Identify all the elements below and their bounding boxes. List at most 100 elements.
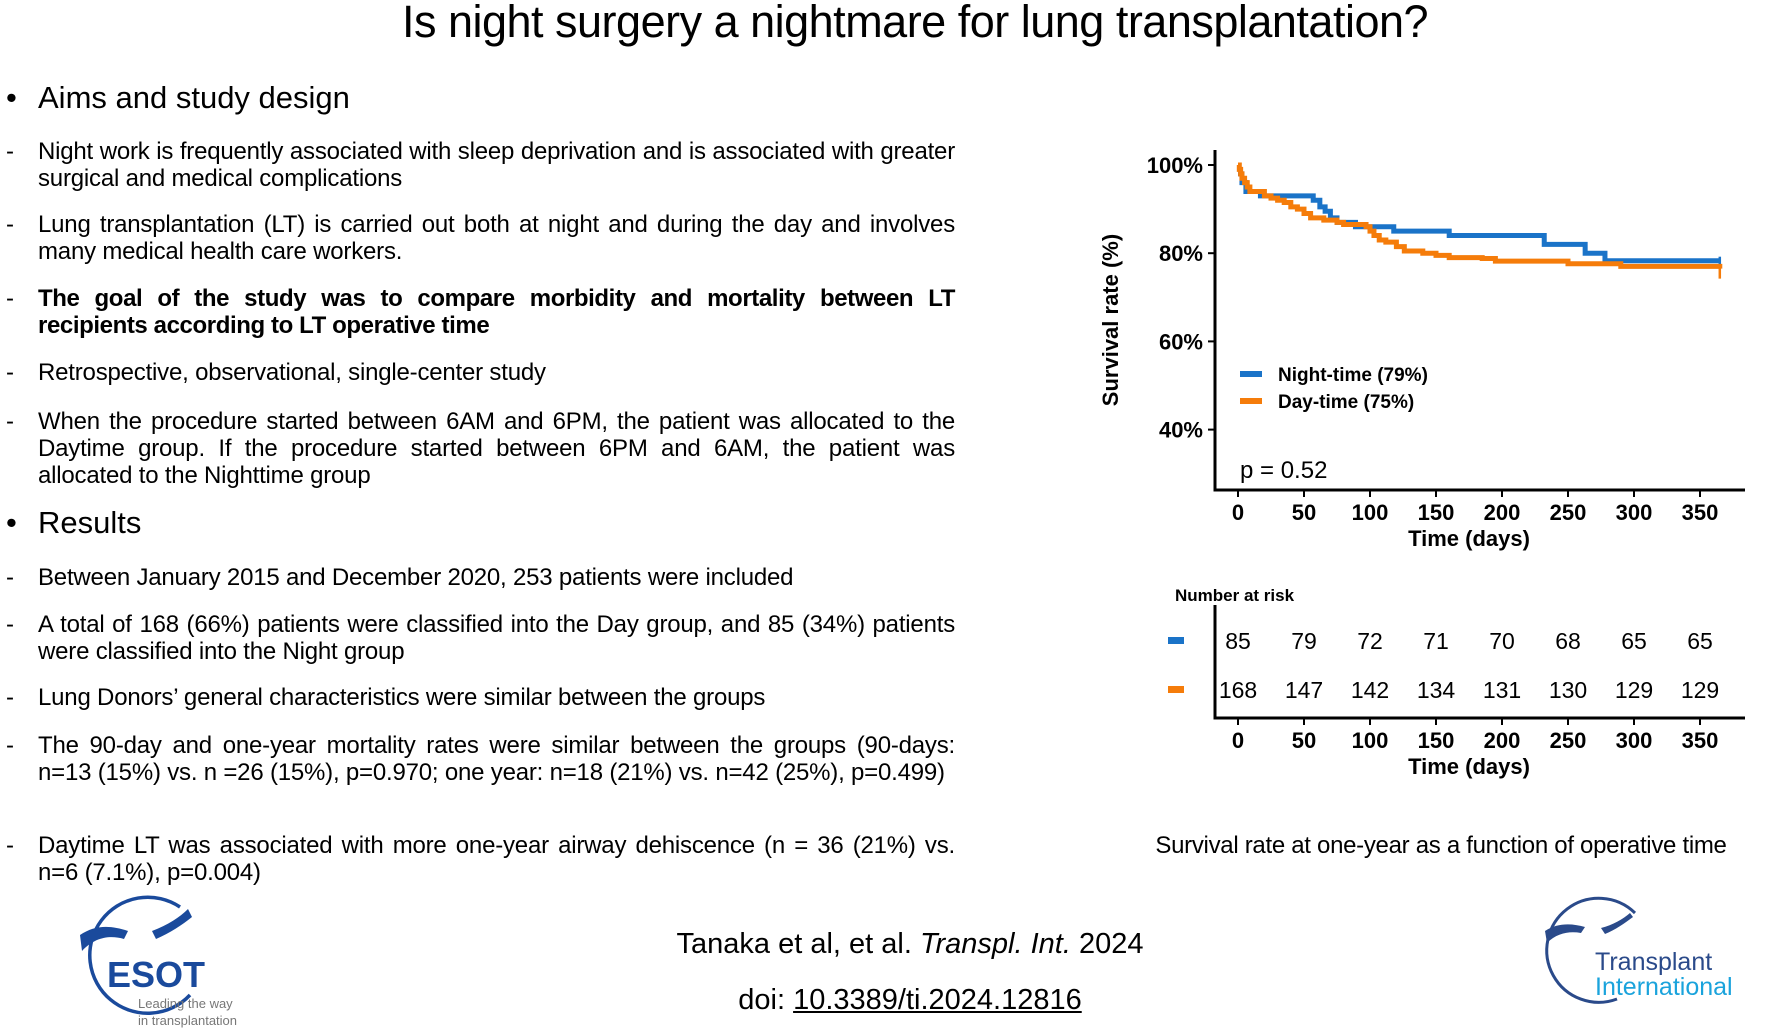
ti-logo-line2: International (1595, 973, 1733, 1001)
x-tick-label: 350 (1682, 500, 1719, 525)
citation-authors: Tanaka et al, et al. (676, 928, 912, 960)
risk-cell: 71 (1423, 628, 1449, 654)
citation: Tanaka et al, et al. Transpl. Int. 2024 (560, 928, 1260, 961)
risk-cell: 68 (1555, 628, 1581, 654)
risk-cell: 129 (1681, 677, 1719, 703)
risk-table: Number at risk 85 79 72 71 70 68 65 65 168 147 142 1… (1168, 586, 1745, 779)
list-item-text: Daytime LT was associated with more one-… (38, 832, 955, 886)
y-tick-label: 80% (1159, 241, 1203, 266)
list-item-text: Lung transplantation (LT) is carried out… (38, 211, 955, 265)
risk-row-swatch (1168, 637, 1184, 644)
list-item-goal: - The goal of the study was to compare m… (0, 285, 955, 339)
risk-cell: 79 (1291, 628, 1317, 654)
x-axis-label: Time (days) (1408, 526, 1530, 551)
bullet-icon: • (6, 505, 17, 540)
risk-cell: 70 (1489, 628, 1515, 654)
km-plot: 40% 60% 80% 100% 0 50 100 150 200 250 300 350 Time (… (1098, 150, 1745, 551)
esot-logo: ESOT Leading the way in transplantation (80, 895, 237, 1028)
esot-logo-tagline: in transplantation (138, 1013, 237, 1028)
risk-cell: 65 (1621, 628, 1647, 654)
list-item: - Lung transplantation (LT) is carried o… (0, 211, 955, 265)
hand-left-icon (1545, 924, 1585, 943)
dash-marker: - (6, 832, 14, 859)
y-axis-label: Survival rate (%) (1098, 234, 1123, 406)
section-heading-aims: • Aims and study design (6, 80, 350, 116)
chart-caption: Survival rate at one-year as a function … (1155, 832, 1727, 859)
x-tick-label: 0 (1232, 500, 1244, 525)
p-value-annotation: p = 0.52 (1240, 457, 1327, 484)
list-item: - Lung Donors’ general characteristics w… (0, 684, 955, 711)
citation-journal: Transpl. Int. (919, 928, 1071, 960)
risk-x-tick-label: 350 (1682, 728, 1719, 753)
risk-x-tick-label: 50 (1292, 728, 1316, 753)
list-item: - The 90-day and one-year mortality rate… (0, 732, 955, 786)
x-tick-label: 100 (1352, 500, 1389, 525)
risk-x-tick-label: 300 (1616, 728, 1653, 753)
list-item-text: The goal of the study was to compare mor… (38, 285, 955, 339)
risk-table-title: Number at risk (1175, 586, 1295, 605)
risk-cell: 168 (1219, 677, 1257, 703)
list-item-text: Between January 2015 and December 2020, … (38, 564, 794, 591)
hand-right-icon (1601, 913, 1633, 934)
risk-x-tick-label: 100 (1352, 728, 1389, 753)
risk-x-tick-label: 0 (1232, 728, 1244, 753)
x-tick-label: 250 (1550, 500, 1587, 525)
x-tick-label: 50 (1292, 500, 1316, 525)
risk-cell: 134 (1417, 677, 1456, 703)
citation-year: 2024 (1078, 928, 1144, 960)
y-tick-label: 40% (1159, 418, 1203, 443)
list-item: - When the procedure started between 6AM… (0, 408, 955, 489)
hand-right-icon (152, 909, 192, 939)
risk-cell: 65 (1687, 628, 1713, 654)
page-title: Is night surgery a nightmare for lung tr… (401, 0, 1429, 47)
list-item-text: The 90-day and one-year mortality rates … (38, 732, 955, 786)
section-heading-text: Aims and study design (38, 80, 350, 115)
dash-marker: - (6, 408, 14, 435)
section-heading-text: Results (38, 505, 142, 540)
risk-cell: 129 (1615, 677, 1653, 703)
risk-cell: 72 (1357, 628, 1383, 654)
series-line-night (1238, 171, 1720, 264)
dash-marker: - (6, 211, 14, 238)
doi-line: doi: 10.3389/ti.2024.12816 (560, 984, 1260, 1017)
risk-cell: 142 (1351, 677, 1389, 703)
x-tick-label: 200 (1484, 500, 1521, 525)
risk-cell: 147 (1285, 677, 1323, 703)
risk-x-axis-label: Time (days) (1408, 754, 1530, 779)
y-tick-label: 100% (1147, 153, 1203, 178)
doi-label: doi: (738, 984, 786, 1016)
list-item: - Daytime LT was associated with more on… (0, 832, 955, 886)
transplant-international-logo: Transplant International (1545, 896, 1733, 1004)
list-item-text: When the procedure started between 6AM a… (38, 408, 955, 489)
ti-logo-line1: Transplant (1595, 948, 1712, 976)
dash-marker: - (6, 684, 14, 711)
hand-left-icon (80, 926, 128, 951)
list-item: - Between January 2015 and December 2020… (0, 564, 955, 591)
section-heading-results: • Results (6, 505, 141, 541)
dash-marker: - (6, 285, 14, 312)
legend-label: Night-time (79%) (1278, 365, 1428, 386)
risk-cell: 85 (1225, 628, 1251, 654)
legend-swatch (1240, 371, 1262, 377)
esot-logo-name: ESOT (107, 954, 205, 995)
legend-swatch (1240, 398, 1262, 404)
list-item-text: Lung Donors’ general characteristics wer… (38, 684, 766, 711)
y-tick-label: 60% (1159, 329, 1203, 354)
list-item: - A total of 168 (66%) patients were cla… (0, 611, 955, 665)
x-tick-label: 150 (1418, 500, 1455, 525)
dash-marker: - (6, 732, 14, 759)
risk-x-tick-label: 200 (1484, 728, 1521, 753)
list-item: - Retrospective, observational, single-c… (0, 359, 955, 386)
dash-marker: - (6, 564, 14, 591)
dash-marker: - (6, 359, 14, 386)
risk-cell: 131 (1483, 677, 1521, 703)
list-item-text: Retrospective, observational, single-cen… (38, 359, 546, 386)
legend-label: Day-time (75%) (1278, 392, 1414, 413)
risk-row-swatch (1168, 686, 1184, 693)
risk-cell: 130 (1549, 677, 1587, 703)
series-line-day (1236, 162, 1723, 269)
doi-link[interactable]: 10.3389/ti.2024.12816 (793, 984, 1082, 1016)
risk-x-tick-label: 250 (1550, 728, 1587, 753)
dash-marker: - (6, 611, 14, 638)
x-tick-label: 300 (1616, 500, 1653, 525)
